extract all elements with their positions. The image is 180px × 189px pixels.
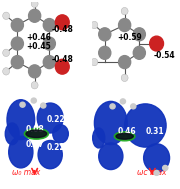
- Circle shape: [31, 0, 38, 7]
- Ellipse shape: [116, 133, 133, 139]
- Ellipse shape: [9, 136, 33, 168]
- Text: -0.48: -0.48: [52, 25, 74, 34]
- Circle shape: [131, 104, 136, 109]
- Ellipse shape: [144, 144, 170, 172]
- Circle shape: [99, 46, 111, 59]
- Circle shape: [110, 104, 115, 109]
- Ellipse shape: [93, 128, 105, 148]
- Circle shape: [163, 165, 168, 170]
- Circle shape: [120, 99, 125, 104]
- Circle shape: [91, 21, 98, 29]
- Text: +0.59: +0.59: [118, 33, 143, 42]
- Circle shape: [11, 19, 23, 32]
- Circle shape: [119, 19, 131, 32]
- Text: -0.54: -0.54: [154, 51, 176, 60]
- Text: ω₀ max: ω₀ max: [12, 168, 40, 177]
- Circle shape: [11, 56, 23, 69]
- Text: 0.22: 0.22: [47, 143, 65, 153]
- Text: +0.46: +0.46: [26, 33, 51, 42]
- Circle shape: [121, 7, 128, 15]
- Ellipse shape: [53, 125, 68, 143]
- Circle shape: [11, 37, 23, 50]
- Ellipse shape: [94, 101, 127, 145]
- Text: -0.48: -0.48: [52, 55, 74, 64]
- Ellipse shape: [5, 123, 19, 145]
- Circle shape: [31, 81, 38, 89]
- Circle shape: [20, 102, 25, 107]
- Circle shape: [99, 28, 111, 41]
- Circle shape: [31, 98, 36, 103]
- Circle shape: [150, 36, 163, 51]
- Ellipse shape: [24, 128, 48, 139]
- Circle shape: [133, 46, 145, 59]
- Text: +0.45: +0.45: [26, 42, 51, 51]
- Circle shape: [3, 68, 10, 75]
- Text: 0.46: 0.46: [118, 127, 136, 136]
- Circle shape: [55, 59, 69, 74]
- Text: 0.31: 0.31: [145, 127, 164, 136]
- Circle shape: [119, 56, 131, 69]
- Ellipse shape: [114, 132, 135, 141]
- Circle shape: [41, 103, 46, 108]
- Circle shape: [154, 170, 159, 175]
- Circle shape: [43, 37, 55, 50]
- Ellipse shape: [37, 103, 63, 133]
- Circle shape: [3, 49, 10, 57]
- Circle shape: [91, 58, 98, 66]
- Circle shape: [43, 19, 55, 32]
- Ellipse shape: [26, 130, 47, 138]
- Text: ωᴄ max: ωᴄ max: [137, 168, 166, 177]
- Circle shape: [3, 12, 10, 19]
- Circle shape: [55, 15, 69, 30]
- Ellipse shape: [99, 143, 123, 170]
- Circle shape: [43, 56, 55, 69]
- Ellipse shape: [7, 100, 35, 140]
- Circle shape: [121, 74, 128, 81]
- Text: 0.07: 0.07: [25, 140, 44, 149]
- Text: 0.22: 0.22: [47, 115, 65, 124]
- Ellipse shape: [125, 104, 166, 147]
- Ellipse shape: [38, 140, 62, 169]
- Circle shape: [29, 65, 41, 78]
- Circle shape: [133, 28, 145, 41]
- Text: 0.08: 0.08: [25, 125, 44, 134]
- Circle shape: [29, 9, 41, 22]
